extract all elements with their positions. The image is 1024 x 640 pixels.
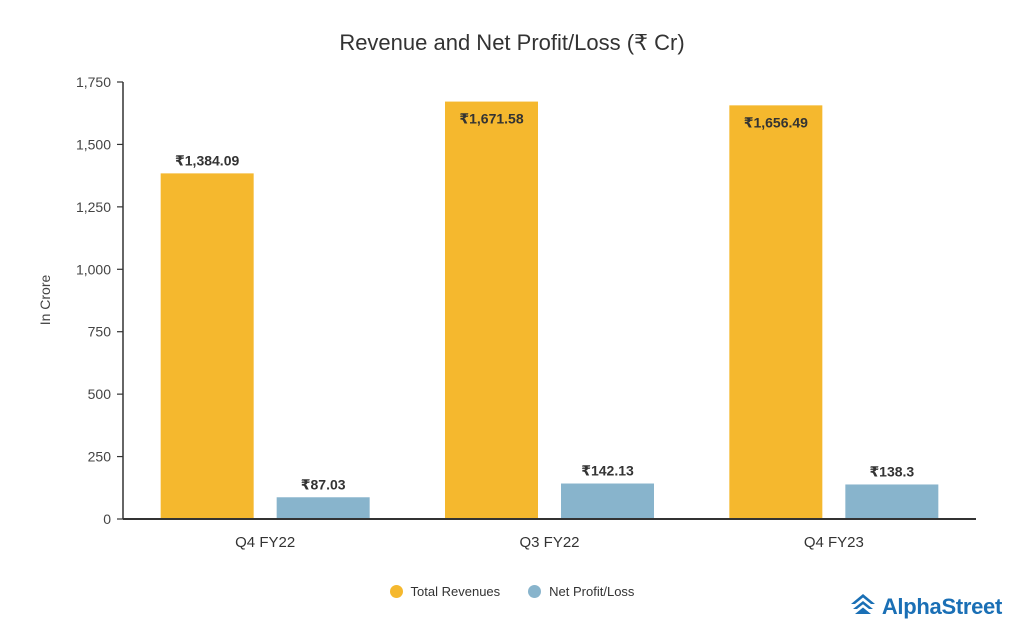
bar-net-profit-loss[interactable] xyxy=(276,497,370,519)
legend-swatch-total-revenues xyxy=(389,585,403,598)
x-tick-label: Q4 FY22 xyxy=(235,534,295,551)
legend-swatch-net-profit-loss xyxy=(528,585,542,598)
y-axis: 0 250 500 750 1,000 1,250 1,500 1,750 xyxy=(76,74,124,527)
y-tick-label: 250 xyxy=(88,449,112,465)
y-tick-label: 1,750 xyxy=(76,74,111,90)
y-tick-label: 0 xyxy=(103,511,111,527)
y-tick-label: 1,500 xyxy=(76,136,111,152)
data-label-total-revenues: ₹1,671.58 xyxy=(459,111,523,127)
data-label-net-profit-loss: ₹87.03 xyxy=(301,476,346,492)
brand-name: AlphaStreet xyxy=(881,593,1002,619)
data-label-total-revenues: ₹1,384.09 xyxy=(175,152,239,168)
bar-net-profit-loss[interactable] xyxy=(845,484,939,519)
data-label-total-revenues: ₹1,656.49 xyxy=(744,114,808,130)
chart-title: Revenue and Net Profit/Loss (₹ Cr) xyxy=(339,30,685,55)
legend: Total Revenues Net Profit/Loss xyxy=(0,584,1024,599)
y-tick-label: 1,250 xyxy=(76,199,111,215)
data-label-net-profit-loss: ₹142.13 xyxy=(581,463,634,479)
bars xyxy=(160,101,939,520)
y-tick-label: 500 xyxy=(88,386,112,402)
y-tick-label: 1,000 xyxy=(76,261,111,277)
x-axis: Q4 FY22 Q3 FY22 Q4 FY23 xyxy=(123,518,976,551)
bar-net-profit-loss[interactable] xyxy=(561,483,654,519)
bar-total-revenues[interactable] xyxy=(445,101,538,520)
legend-item-net-profit-loss[interactable]: Net Profit/Loss xyxy=(528,584,634,599)
legend-label: Total Revenues xyxy=(410,584,501,599)
alphastreet-logo-icon xyxy=(850,593,876,620)
y-axis-title: In Crore xyxy=(37,275,53,326)
x-tick-label: Q3 FY22 xyxy=(519,534,579,551)
brand-logo: AlphaStreet xyxy=(850,593,1002,620)
legend-label: Net Profit/Loss xyxy=(549,584,635,599)
bar-total-revenues[interactable] xyxy=(729,105,823,520)
data-labels: ₹1,384.09 ₹87.03 ₹1,671.58 ₹142.13 ₹1,656.49… xyxy=(175,111,914,493)
y-tick-label: 750 xyxy=(88,324,112,340)
legend-item-total-revenues[interactable]: Total Revenues xyxy=(389,584,501,599)
x-tick-label: Q4 FY23 xyxy=(804,534,864,551)
bar-total-revenues[interactable] xyxy=(160,173,254,519)
data-label-net-profit-loss: ₹138.3 xyxy=(869,463,914,479)
